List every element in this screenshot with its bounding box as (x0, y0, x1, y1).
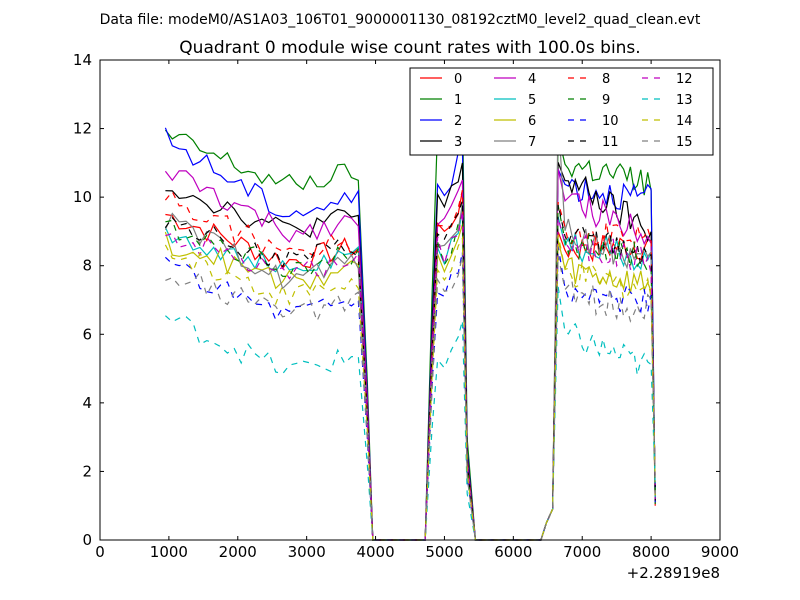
series-line-8 (164, 190, 656, 541)
legend-label-9: 9 (602, 93, 610, 108)
x-tick-label: 4000 (356, 543, 394, 561)
y-tick-label: 6 (82, 325, 92, 343)
x-offset-label: +2.28919e8 (627, 564, 720, 582)
y-tick-label: 10 (73, 188, 92, 206)
x-tick-label: 5000 (425, 543, 463, 561)
chart-suptitle: Data file: modeM0/AS1A03_106T01_90000011… (100, 12, 701, 28)
x-tick-label: 8000 (632, 543, 670, 561)
legend-label-3: 3 (454, 135, 462, 150)
legend-label-10: 10 (602, 114, 619, 129)
series-line-12 (165, 210, 656, 541)
legend-label-4: 4 (528, 72, 536, 87)
legend-label-11: 11 (602, 135, 619, 150)
x-tick-label: 0 (95, 543, 105, 561)
chart-title: Quadrant 0 module wise count rates with … (179, 38, 640, 58)
y-tick-label: 4 (82, 394, 92, 412)
series-line-14 (164, 234, 656, 541)
legend-label-7: 7 (528, 135, 536, 150)
legend-label-8: 8 (602, 72, 610, 87)
x-tick-label: 6000 (494, 543, 532, 561)
legend-label-2: 2 (454, 114, 462, 129)
plot-area (164, 100, 656, 541)
x-tick-label: 3000 (288, 543, 326, 561)
legend-label-1: 1 (454, 93, 462, 108)
y-tick-label: 2 (82, 462, 92, 480)
y-tick-label: 8 (82, 257, 92, 275)
x-tick-label: 1000 (150, 543, 188, 561)
series-line-3 (165, 162, 656, 541)
series-line-4 (164, 168, 656, 541)
legend-label-0: 0 (454, 72, 462, 87)
legend-label-14: 14 (676, 114, 693, 129)
legend-label-12: 12 (676, 72, 693, 87)
legend-box (409, 67, 714, 156)
legend-label-15: 15 (676, 135, 693, 150)
axes-frame (99, 59, 721, 541)
series-line-7 (164, 113, 656, 541)
legend-label-6: 6 (528, 114, 536, 129)
legend-label-5: 5 (528, 93, 536, 108)
y-tick-label: 14 (73, 51, 92, 69)
y-tick-label: 0 (82, 531, 92, 549)
legend-label-13: 13 (676, 93, 693, 108)
x-tick-label: 2000 (219, 543, 257, 561)
x-tick-label: 7000 (563, 543, 601, 561)
series-line-6 (164, 224, 656, 541)
series-line-9 (165, 205, 656, 541)
series-line-13 (165, 286, 656, 541)
x-tick-label: 9000 (701, 543, 739, 561)
y-tick-label: 12 (73, 120, 92, 138)
axis-ticks: 0 1000 2000 3000 4000 5000 6000 7000 8000 9000 0 2 4… (73, 51, 739, 561)
